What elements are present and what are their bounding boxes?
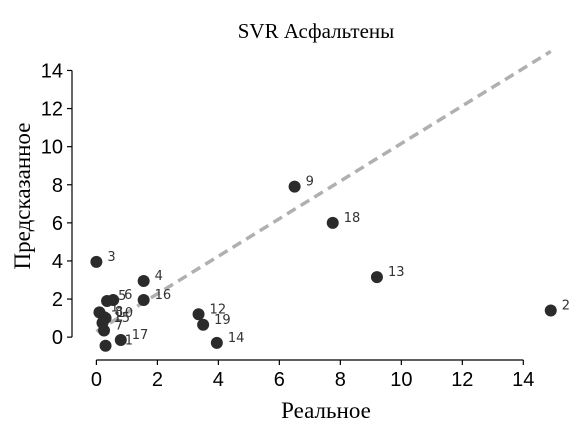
point-label-9: 9 (306, 175, 314, 190)
point-label-16: 16 (155, 288, 172, 303)
data-point-17 (114, 334, 127, 346)
x-tick-label: 6 (274, 369, 285, 391)
x-tick-label: 14 (512, 369, 534, 391)
data-point-3 (90, 255, 103, 268)
point-label-2: 2 (562, 298, 570, 313)
y-tick-label: 14 (41, 60, 63, 82)
x-tick-label: 2 (152, 369, 163, 391)
point-label-13: 13 (388, 265, 405, 280)
y-tick-label: 4 (52, 251, 63, 273)
point-label-19: 19 (214, 313, 231, 328)
data-point-15 (96, 316, 109, 329)
point-label-6: 6 (124, 288, 132, 303)
data-point-18 (326, 216, 339, 229)
x-tick-label: 10 (390, 369, 412, 391)
y-tick-label: 6 (52, 213, 63, 235)
point-label-18: 18 (344, 211, 361, 226)
y-tick-label: 2 (52, 289, 63, 311)
point-label-8: 8 (115, 305, 123, 320)
data-point-12 (192, 308, 205, 321)
point-label-4: 4 (155, 269, 163, 284)
x-tick-label: 8 (335, 369, 346, 391)
y-tick-label: 12 (41, 99, 63, 121)
x-tick-label: 0 (91, 369, 102, 391)
data-point-9 (288, 180, 301, 193)
data-point-16 (137, 294, 150, 306)
data-point-13 (370, 271, 383, 284)
point-label-14: 14 (228, 331, 245, 346)
chart-title: SVR Асфальтены (238, 19, 395, 43)
y-tick-label: 8 (52, 175, 63, 197)
point-label-5: 5 (118, 289, 126, 304)
point-label-1: 1 (110, 300, 118, 315)
data-points: 12345678910111213141516171819 (90, 175, 570, 352)
x-tick-label: 12 (451, 369, 473, 391)
y-axis-label: Предсказанное (10, 123, 35, 270)
data-point-11 (99, 339, 112, 352)
data-point-19 (197, 318, 210, 331)
x-tick-label: 4 (213, 369, 224, 391)
y-tick-label: 0 (52, 327, 63, 349)
point-label-12: 12 (210, 302, 227, 317)
x-axis-label: Реальное (281, 398, 371, 422)
point-label-17: 17 (132, 328, 149, 343)
y-tick-label: 10 (41, 137, 63, 159)
point-label-3: 3 (107, 250, 115, 265)
point-label-15: 15 (113, 311, 130, 326)
point-label-10: 10 (117, 306, 134, 321)
data-point-2 (544, 304, 557, 317)
reference-line-group (95, 49, 552, 333)
reference-line (95, 49, 552, 333)
point-label-7: 7 (115, 318, 123, 333)
data-point-14 (210, 336, 223, 349)
data-point-6 (107, 294, 120, 306)
data-point-4 (137, 274, 150, 287)
